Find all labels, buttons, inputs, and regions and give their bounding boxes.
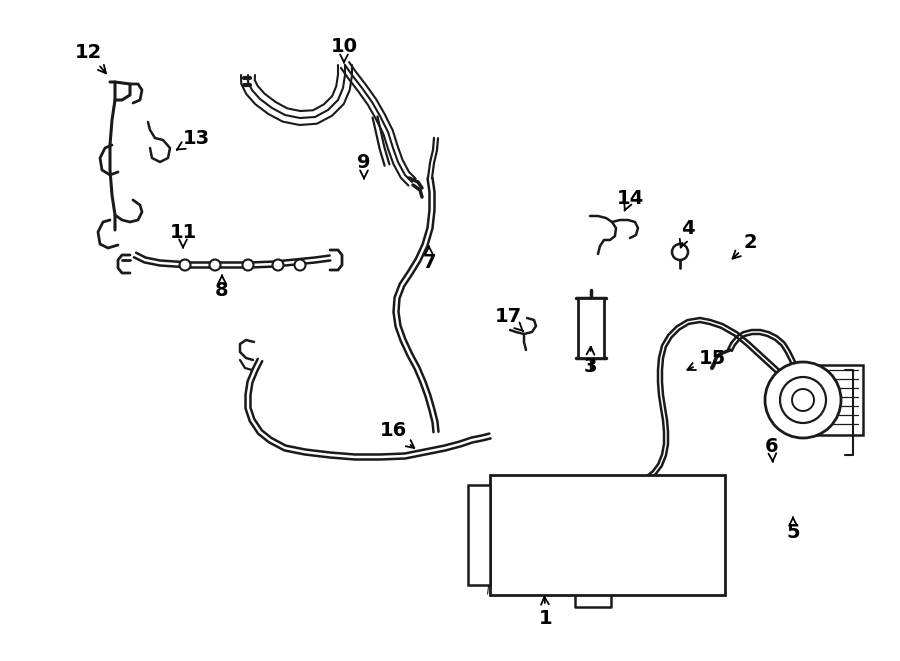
Circle shape (672, 244, 688, 260)
Text: 17: 17 (494, 307, 523, 331)
Bar (808, 365, 863, 435)
Circle shape (792, 389, 814, 411)
Text: 15: 15 (688, 348, 725, 370)
Text: 12: 12 (75, 42, 106, 73)
Circle shape (242, 260, 254, 270)
Bar (490, 475, 725, 595)
Text: 5: 5 (787, 518, 800, 543)
Circle shape (210, 260, 220, 270)
Text: 7: 7 (422, 247, 436, 272)
Text: 9: 9 (357, 153, 371, 178)
Text: 10: 10 (330, 36, 357, 62)
Text: 6: 6 (765, 436, 778, 461)
Bar (578, 298, 604, 358)
Text: 4: 4 (680, 219, 695, 247)
Bar (468, 485, 490, 585)
Text: 2: 2 (733, 233, 757, 258)
Text: 3: 3 (583, 347, 597, 375)
Text: 11: 11 (169, 223, 196, 248)
Text: 13: 13 (176, 128, 210, 149)
Text: 1: 1 (539, 597, 553, 627)
Circle shape (780, 377, 826, 423)
Circle shape (294, 260, 305, 270)
Circle shape (765, 362, 841, 438)
Text: 16: 16 (380, 422, 414, 448)
Circle shape (179, 260, 191, 270)
Text: 8: 8 (215, 276, 229, 301)
Text: 14: 14 (616, 188, 643, 211)
Circle shape (273, 260, 284, 270)
